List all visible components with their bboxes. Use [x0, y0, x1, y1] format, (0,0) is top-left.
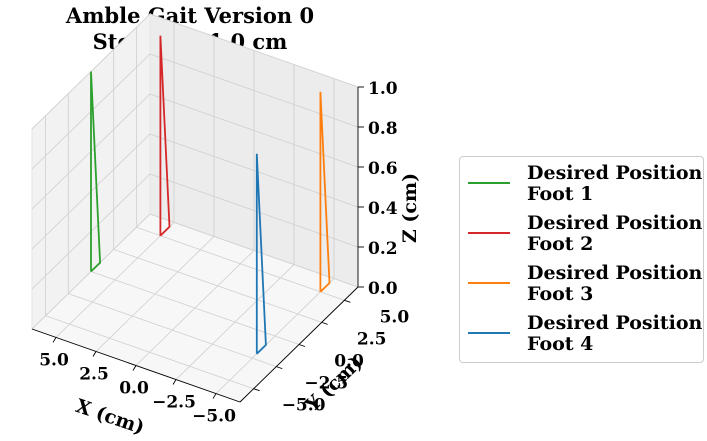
series-foot-3: [319, 91, 331, 293]
x-axis-label: X (cm): [73, 395, 147, 439]
legend-label-foot-4-line-1: Desired Position: [527, 312, 703, 334]
x-tick-mark-3: [92, 351, 97, 357]
y-tick-mark-3: [321, 321, 328, 325]
legend-label-foot-3-line-1: Desired Position: [527, 262, 703, 284]
series-foot-2: [159, 35, 171, 237]
legend-label-foot-2-line-2: Foot 2: [527, 233, 594, 255]
grid-z-right-4: [149, 53, 359, 128]
grid-z-right-1: [149, 173, 359, 248]
grid-z-right-0: [149, 213, 359, 288]
y-tick-label-0: −5.0: [282, 396, 326, 416]
z-tick-label-2: 0.4: [368, 199, 398, 219]
y-tick-mark-4: [344, 299, 351, 303]
x-tick-mark-4: [52, 337, 57, 343]
legend-entry-foot-2: Desired Position Foot 2: [460, 213, 702, 263]
y-tick-label-1: −2.5: [304, 374, 348, 394]
legend-label-foot-2-line-1: Desired Position: [527, 212, 703, 234]
x-tick-mark-2: [132, 365, 137, 371]
legend-entry-foot-1: Desired Position Foot 1: [460, 163, 702, 213]
legend-swatch-foot-4: [468, 332, 510, 334]
grid-z-right-5: [149, 13, 359, 88]
legend-label-foot-1-line-1: Desired Position: [527, 162, 703, 184]
grid-y-floor-0: [45, 315, 254, 390]
x-tick-mark-0: [212, 393, 217, 399]
legend-label-foot-4-line-2: Foot 4: [527, 333, 594, 355]
legend-label-foot-3: Desired Position Foot 3: [527, 263, 702, 305]
x-tick-label-4: 5.0: [39, 350, 69, 370]
grid-y-floor-1: [68, 293, 277, 367]
series-foot-4: [255, 153, 267, 355]
y-tick-label-4: 5.0: [380, 307, 410, 327]
y-tick-mark-1: [276, 366, 283, 370]
grid-z-right-2: [149, 133, 359, 208]
y-tick-mark-2: [298, 344, 306, 347]
legend-swatch-foot-2: [468, 232, 510, 234]
x-tick-label-0: −5.0: [192, 407, 236, 427]
legend-swatch-foot-1: [468, 182, 510, 184]
y-tick-label-2: 0.0: [334, 352, 364, 372]
z-tick-label-4: 0.8: [368, 119, 398, 139]
chart-title-line-1: Amble Gait Version 0: [65, 3, 315, 28]
z-tick-label-5: 1.0: [368, 79, 398, 99]
legend-entry-foot-3: Desired Position Foot 3: [460, 263, 702, 313]
x-tick-label-1: −2.5: [152, 393, 196, 413]
legend-label-foot-4: Desired Position Foot 4: [527, 313, 702, 355]
series-layer: [90, 35, 331, 355]
legend-label-foot-1-line-2: Foot 1: [527, 183, 594, 205]
z-tick-label-1: 0.2: [368, 239, 398, 259]
z-tick-label-3: 0.6: [368, 159, 398, 179]
y-tick-label-3: 2.5: [357, 329, 387, 349]
grid-y-floor-4: [136, 226, 345, 301]
legend-label-foot-3-line-2: Foot 3: [527, 283, 594, 305]
grid-y-floor-3: [113, 249, 322, 323]
z-tick-label-0: 0.0: [368, 279, 398, 299]
legend-label-foot-2: Desired Position Foot 2: [527, 213, 702, 255]
x-tick-mark-1: [172, 379, 177, 385]
z-axis-label: Z (cm): [399, 173, 421, 243]
legend-label-foot-1: Desired Position Foot 1: [527, 163, 702, 205]
axis-panes: [31, 12, 359, 403]
x-tick-label-2: 0.0: [119, 379, 149, 399]
legend-entry-foot-4: Desired Position Foot 4: [460, 313, 702, 363]
grid-y-floor-2: [90, 271, 300, 345]
y-tick-mark-0: [253, 388, 260, 392]
series-foot-1: [90, 71, 102, 273]
legend-swatch-foot-3: [468, 282, 510, 284]
tick-marks: [52, 86, 364, 399]
legend: Desired Position Foot 1 Desired Position…: [459, 156, 704, 363]
x-tick-label-3: 2.5: [79, 364, 109, 384]
